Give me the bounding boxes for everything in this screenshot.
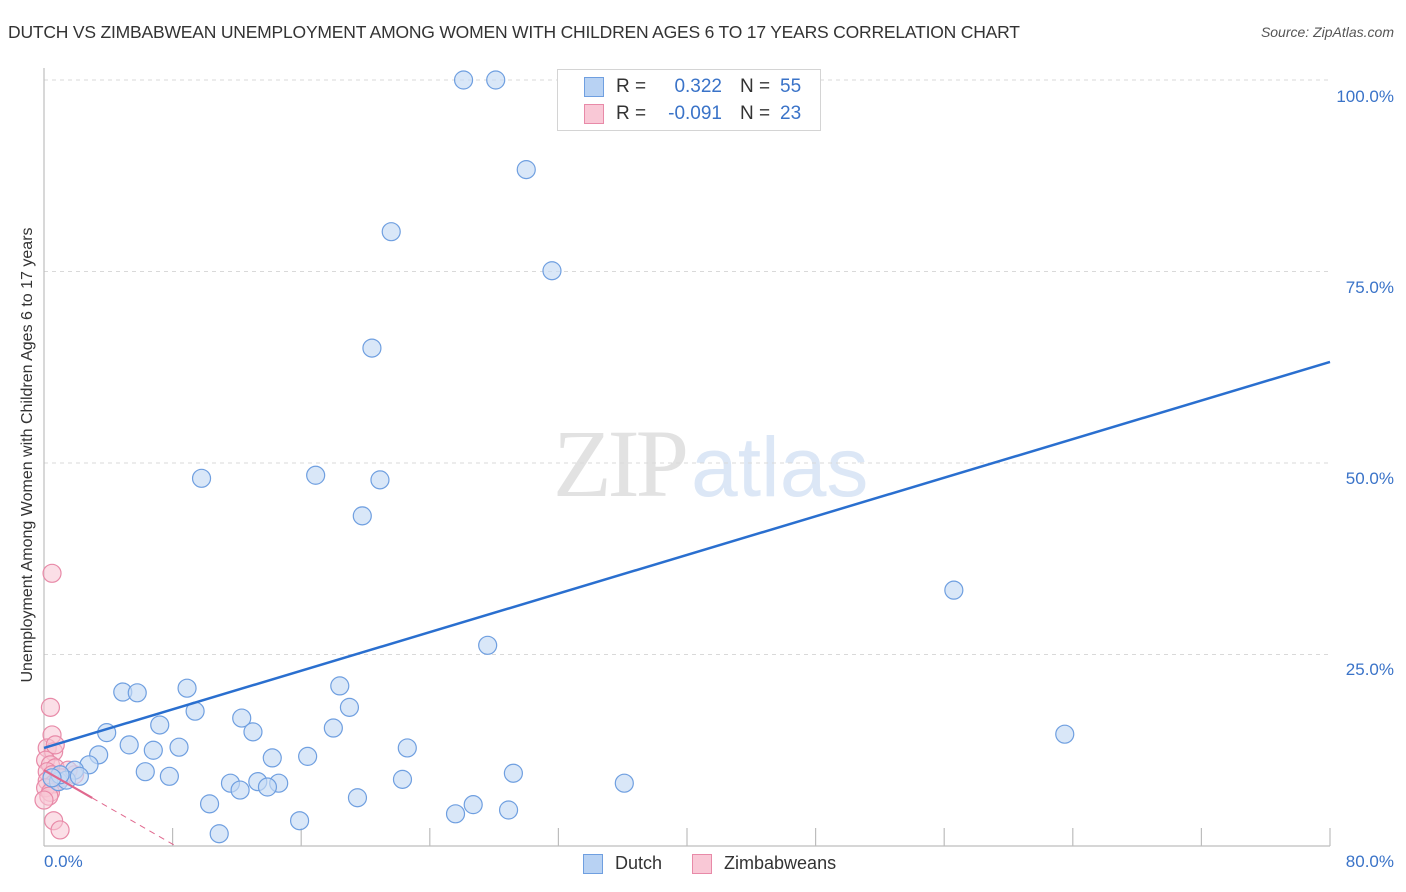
legend-row-dutch: R = 0.322 N = 55 [584,76,801,98]
dutch-data-point[interactable] [127,683,147,703]
dutch-data-point[interactable] [330,676,350,696]
n-label: N = [740,103,771,124]
dutch-data-point[interactable] [323,718,343,738]
x-tick-max: 80.0% [1345,852,1394,871]
dutch-data-point[interactable] [159,766,179,786]
dutch-data-point[interactable] [230,780,250,800]
dutch-data-point[interactable] [119,735,139,755]
n-value-zimbabwean: 23 [780,103,802,124]
zimbabwean-data-point[interactable] [34,790,54,810]
zimbabwean-points [34,563,85,840]
axes [43,68,1331,847]
legend-item-zimbabweans[interactable]: Zimbabweans [692,853,836,874]
zimbabwean-trendline-dashed [91,797,177,847]
dutch-data-point[interactable] [298,746,318,766]
dutch-data-point[interactable] [370,470,390,490]
r-label: R = [616,76,647,97]
dutch-data-point[interactable] [177,678,197,698]
zimbabwean-data-point[interactable] [42,563,62,583]
y-tick-25: 25.0% [1345,660,1394,679]
dutch-data-point[interactable] [191,468,212,488]
dutch-swatch-icon [584,77,604,97]
dutch-data-point[interactable] [199,794,220,814]
r-value-dutch: 0.322 [674,76,722,97]
legend-item-dutch[interactable]: Dutch [583,853,662,874]
dutch-data-point[interactable] [232,708,252,728]
dutch-data-point[interactable] [143,740,163,760]
legend-label-zimbabweans: Zimbabweans [724,853,837,873]
dutch-data-point[interactable] [257,777,278,797]
dutch-data-point[interactable] [69,766,89,786]
zimbabwean-trendline-solid [43,769,93,799]
dutch-data-point[interactable] [944,580,964,600]
zimbabwean-data-point[interactable] [50,820,70,840]
dutch-trendline [43,360,1331,750]
dutch-data-point[interactable] [347,788,368,808]
dutch-data-point[interactable] [169,737,189,757]
dutch-data-point[interactable] [478,635,498,655]
series-legend: Dutch Zimbabweans [583,853,866,874]
dutch-data-point[interactable] [503,763,523,783]
dutch-data-point[interactable] [392,769,413,789]
dutch-data-point[interactable] [453,70,474,90]
dutch-data-point[interactable] [362,338,382,358]
dutch-swatch-icon [583,853,603,874]
y-axis-label: Unemployment Among Women with Children A… [19,227,36,683]
dutch-data-point[interactable] [1055,724,1075,744]
dutch-data-point[interactable] [463,795,483,815]
dutch-data-point[interactable] [135,762,155,782]
dutch-data-point[interactable] [243,722,263,742]
dutch-data-point[interactable] [614,773,634,793]
y-tick-50: 50.0% [1345,469,1394,488]
watermark-atlas: atlas [691,420,869,514]
y-tick-75: 75.0% [1345,278,1394,297]
zimbabwean-swatch-icon [692,853,713,874]
zipatlas-watermark: ZIPatlas [553,408,868,519]
dutch-data-point[interactable] [306,465,326,485]
dutch-data-point[interactable] [486,70,506,90]
dutch-data-point[interactable] [516,160,536,180]
r-label: R = [616,103,647,124]
dutch-data-point[interactable] [542,261,562,281]
chart-title: DUTCH VS ZIMBABWEAN UNEMPLOYMENT AMONG W… [8,22,1020,42]
dutch-data-point[interactable] [150,715,170,735]
dutch-data-point[interactable] [381,222,401,242]
dutch-data-point[interactable] [445,804,466,824]
dutch-data-point[interactable] [209,824,229,844]
gridlines [44,79,1330,655]
trendlines [43,360,1331,847]
dutch-data-point[interactable] [397,738,417,758]
dutch-data-point[interactable] [262,748,282,768]
n-value-dutch: 55 [780,76,802,97]
x-tick-min: 0.0% [44,852,83,871]
dutch-points [42,70,1075,844]
r-value-zimbabwean: -0.091 [668,103,722,124]
dutch-data-point[interactable] [352,506,372,526]
dutch-data-point[interactable] [339,697,360,717]
dutch-data-point[interactable] [289,811,310,831]
correlation-legend: R = 0.322 N = 55 R = -0.091 N = 23 [557,69,821,131]
legend-row-zimbabwean: R = -0.091 N = 23 [584,103,801,125]
zimbabwean-data-point[interactable] [40,697,61,717]
source-credit: Source: ZipAtlas.com [1260,24,1394,40]
y-tick-100: 100.0% [1336,87,1394,106]
legend-label-dutch: Dutch [615,853,663,873]
zimbabwean-swatch-icon [584,104,604,124]
dutch-data-point[interactable] [498,800,519,820]
n-label: N = [740,76,771,97]
